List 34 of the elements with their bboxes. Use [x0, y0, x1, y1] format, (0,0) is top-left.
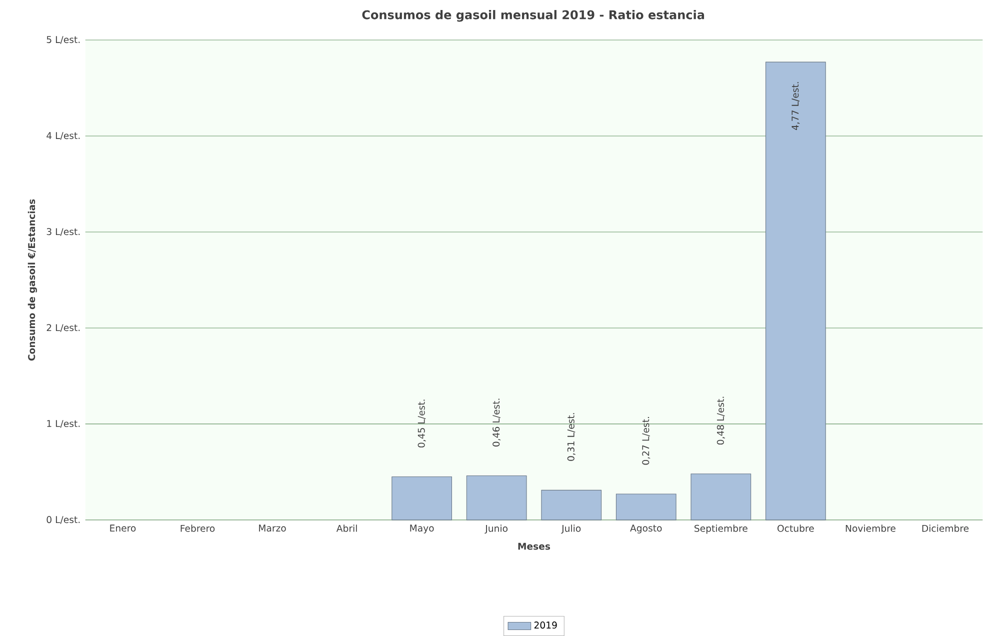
- data-label: 0,31 L/est.: [567, 413, 576, 461]
- bar: [392, 476, 452, 520]
- y-tick-label: 0 L/est.: [46, 516, 80, 524]
- bar: [466, 475, 527, 520]
- y-tick-label: 1 L/est.: [47, 420, 80, 428]
- data-label: 0,46 L/est.: [492, 398, 501, 446]
- bar: [690, 474, 752, 520]
- x-tick-label: Febrero: [180, 524, 215, 532]
- x-tick-label: Diciembre: [922, 524, 969, 532]
- y-tick-label: 3 L/est.: [46, 228, 80, 236]
- y-tick-label: 2 L/est.: [46, 324, 80, 332]
- data-label: 0,45 L/est.: [418, 400, 426, 448]
- data-label: 0,27 L/est.: [642, 416, 650, 465]
- chart-title: Consumos de gasoil mensual 2019 - Ratio estancia: [362, 10, 704, 22]
- x-tick-label: Marzo: [259, 524, 286, 532]
- bar: [616, 494, 676, 520]
- data-label: 4,77 L/est.: [792, 82, 800, 130]
- y-tick-label: 5 L/est.: [46, 36, 80, 44]
- x-tick-label: Abril: [336, 524, 357, 532]
- y-axis-title: Consumo de gasoil €/Estancias: [28, 199, 37, 361]
- x-axis-title: Meses: [518, 542, 550, 550]
- legend-label: 2019: [534, 622, 557, 629]
- x-tick-label: Octubre: [778, 524, 814, 532]
- x-tick-label: Junio: [484, 524, 508, 534]
- bar: [541, 490, 602, 520]
- x-tick-label: Julio: [561, 524, 581, 534]
- x-tick-label: Mayo: [410, 524, 434, 534]
- x-tick-label: Septiembre: [694, 524, 748, 534]
- x-tick-label: Agosto: [630, 524, 662, 534]
- data-label: 0,48 L/est.: [716, 396, 725, 445]
- y-tick-label: 4 L/est.: [46, 132, 80, 140]
- x-tick-label: Enero: [110, 524, 136, 532]
- bar: [766, 62, 826, 520]
- x-tick-label: Noviembre: [846, 524, 896, 532]
